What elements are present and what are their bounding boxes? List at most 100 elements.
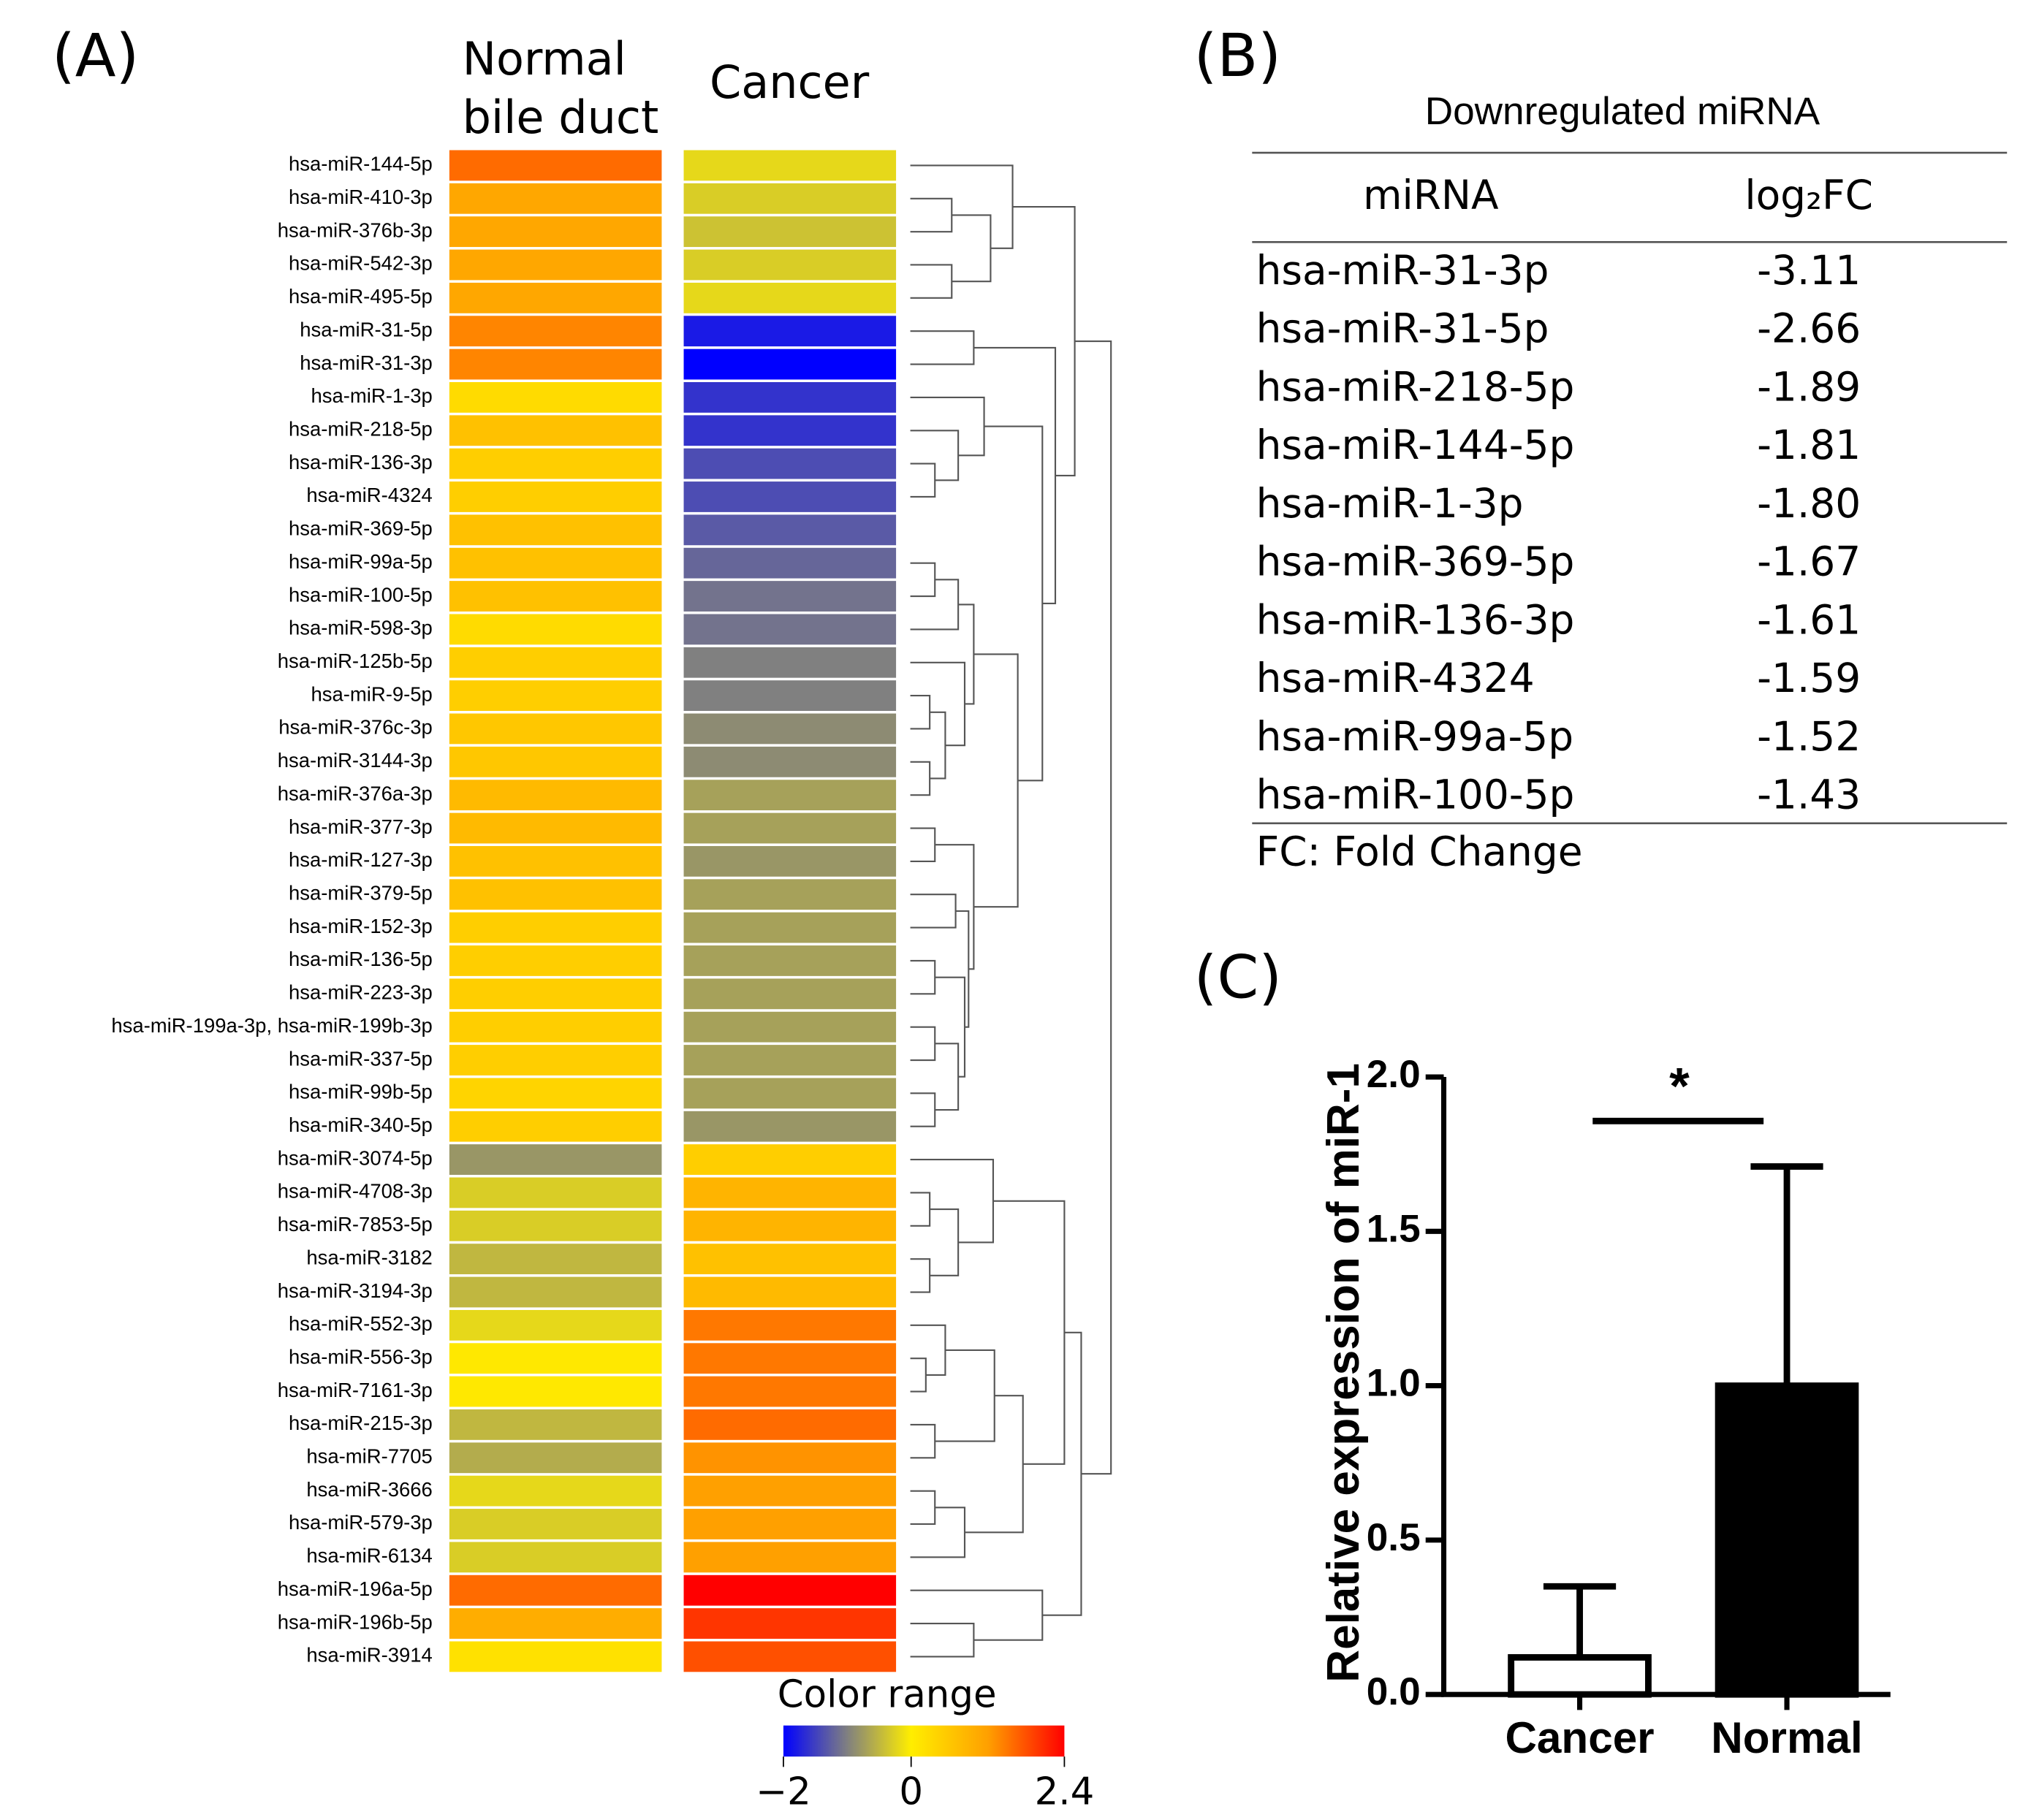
- y-tick-label: 2.0: [1367, 1053, 1421, 1096]
- heat-cell: [683, 415, 897, 446]
- row-label: hsa-miR-337-5p: [289, 1047, 433, 1070]
- panel-label: (C): [1194, 943, 1282, 1012]
- heat-cell: [449, 713, 662, 745]
- heat-cell: [449, 1509, 662, 1539]
- row-label: hsa-miR-7705: [306, 1445, 432, 1468]
- heat-cell: [449, 415, 662, 446]
- row-label: hsa-miR-369-5p: [289, 517, 433, 540]
- heat-cell: [683, 647, 897, 678]
- heat-cell: [683, 1442, 897, 1474]
- table-cell: -1.67: [1757, 538, 1861, 585]
- row-label: hsa-miR-552-3p: [289, 1312, 433, 1335]
- heat-cell: [683, 845, 897, 877]
- error-bar: [1750, 1163, 1823, 1386]
- heat-cell: [683, 1475, 897, 1507]
- table-footnote: FC: Fold Change: [1256, 828, 1583, 875]
- heat-cell: [449, 282, 662, 313]
- heat-cell: [683, 448, 897, 479]
- row-label: hsa-miR-6134: [306, 1545, 432, 1567]
- row-label: hsa-miR-4708-3p: [278, 1180, 433, 1203]
- row-label: hsa-miR-1-3p: [311, 384, 433, 407]
- heat-cell: [449, 1244, 662, 1275]
- heat-cell: [683, 1045, 897, 1075]
- row-label: hsa-miR-340-5p: [289, 1113, 433, 1136]
- heat-cell: [449, 845, 662, 877]
- heat-cell: [683, 1343, 897, 1374]
- heat-cell: [683, 746, 897, 777]
- row-label: hsa-miR-218-5p: [289, 418, 433, 441]
- heat-cell: [683, 713, 897, 745]
- table-cell: -1.81: [1757, 422, 1861, 468]
- heat-cell: [683, 1542, 897, 1573]
- row-label: hsa-miR-152-3p: [289, 915, 433, 937]
- row-label: hsa-miR-31-5p: [300, 318, 433, 340]
- heat-cell: [683, 1376, 897, 1407]
- heat-cell: [449, 216, 662, 248]
- heat-cell: [683, 382, 897, 413]
- bar: [1508, 1654, 1652, 1698]
- column-header: bile duct: [463, 91, 659, 144]
- heat-cell: [683, 945, 897, 976]
- row-label: hsa-miR-3182: [306, 1246, 432, 1268]
- row-label: hsa-miR-579-3p: [289, 1511, 433, 1534]
- panel-label: (A): [52, 21, 139, 91]
- table-cell: -2.66: [1757, 305, 1861, 352]
- table-cell: hsa-miR-144-5p: [1256, 422, 1575, 468]
- row-label: hsa-miR-542-3p: [289, 252, 433, 275]
- row-label: hsa-miR-410-3p: [289, 186, 433, 208]
- heat-cell: [683, 150, 897, 181]
- heat-cell: [683, 1111, 897, 1142]
- heat-cell: [449, 1210, 662, 1241]
- row-label: hsa-miR-598-3p: [289, 617, 433, 639]
- heat-cell: [683, 481, 897, 512]
- row-label: hsa-miR-127-3p: [289, 848, 433, 871]
- table-cell: hsa-miR-1-3p: [1256, 480, 1524, 527]
- row-label: hsa-miR-376b-3p: [278, 218, 433, 241]
- heat-cell: [449, 183, 662, 214]
- table-cell: hsa-miR-31-3p: [1256, 247, 1549, 294]
- colorbar-tick-label: 0: [899, 1770, 923, 1814]
- row-label: hsa-miR-376c-3p: [278, 716, 433, 739]
- table-cell: hsa-miR-4324: [1256, 655, 1535, 701]
- heat-cell: [449, 349, 662, 380]
- heat-cell: [449, 1177, 662, 1208]
- row-label: hsa-miR-3914: [306, 1644, 432, 1667]
- table-cell: hsa-miR-31-5p: [1256, 305, 1549, 352]
- heat-cell: [683, 1210, 897, 1241]
- heat-cell: [683, 879, 897, 910]
- row-label: hsa-miR-99b-5p: [289, 1081, 433, 1103]
- table-cell: hsa-miR-100-5p: [1256, 771, 1575, 818]
- heat-cell: [449, 1276, 662, 1308]
- heat-cell: [449, 150, 662, 181]
- heat-cell: [449, 1343, 662, 1374]
- table-title: Downregulated miRNA: [1425, 90, 1820, 133]
- heat-cell: [449, 1542, 662, 1573]
- table-cell: -1.59: [1757, 655, 1861, 701]
- x-tick-label: Normal: [1711, 1713, 1862, 1762]
- heat-cell: [683, 1011, 897, 1043]
- x-tick-label: Cancer: [1505, 1713, 1654, 1762]
- row-label: hsa-miR-100-5p: [289, 583, 433, 606]
- row-label: hsa-miR-9-5p: [311, 682, 433, 705]
- table-cell: hsa-miR-99a-5p: [1256, 713, 1573, 760]
- row-label: hsa-miR-215-3p: [289, 1412, 433, 1434]
- heat-cell: [449, 547, 662, 579]
- column-header: Normal: [463, 32, 626, 85]
- table-cell: -3.11: [1757, 247, 1861, 294]
- dendrogram: [910, 164, 1112, 1658]
- row-label: hsa-miR-376a-3p: [278, 782, 433, 804]
- heat-cell: [683, 216, 897, 248]
- table-cell: hsa-miR-136-3p: [1256, 596, 1575, 643]
- table-cell: -1.61: [1757, 596, 1861, 643]
- row-label: hsa-miR-379-5p: [289, 881, 433, 904]
- heat-cell: [449, 812, 662, 844]
- heat-cell: [683, 1409, 897, 1440]
- heat-cell: [449, 249, 662, 281]
- table-cell: -1.43: [1757, 771, 1861, 818]
- heat-cell: [449, 1575, 662, 1606]
- heat-cell: [683, 581, 897, 612]
- heat-cell: [449, 945, 662, 976]
- heat-cell: [683, 1309, 897, 1341]
- heat-cell: [683, 316, 897, 347]
- y-tick-label: 1.5: [1367, 1207, 1421, 1250]
